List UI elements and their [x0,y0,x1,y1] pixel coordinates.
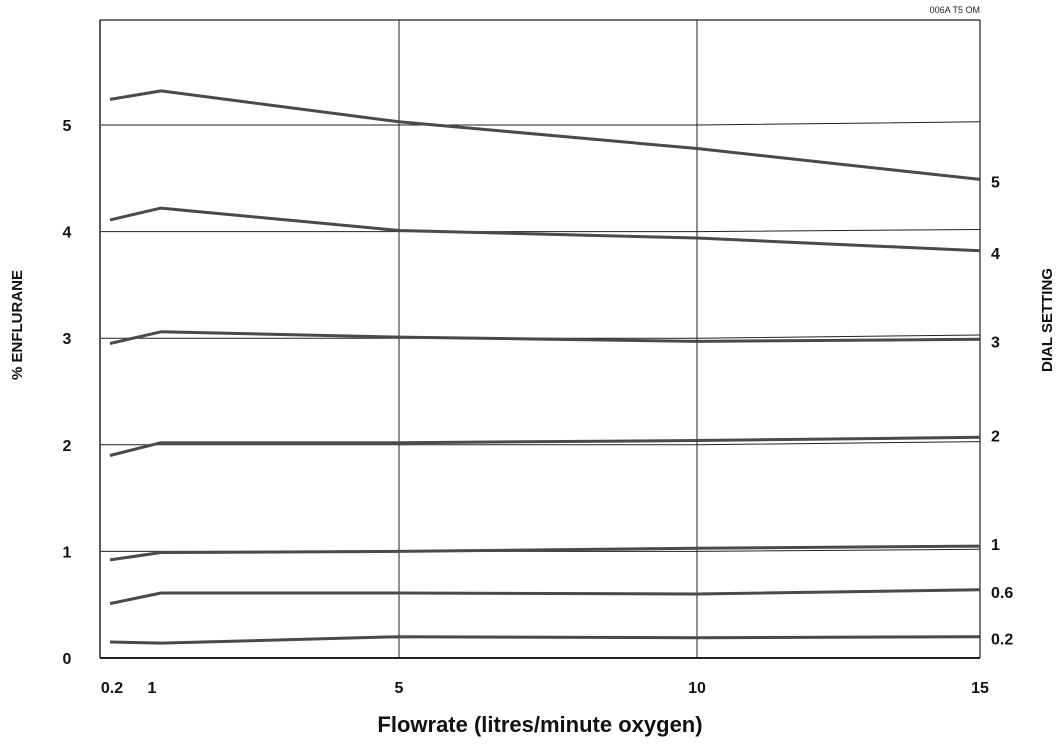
dial-setting-label: 2 [991,428,1000,445]
dial-setting-label: 3 [991,334,1000,351]
dial-setting-label: 0.2 [991,632,1013,649]
dial-reference-5 [101,121,981,126]
series-line-2 [109,435,981,457]
dial-reference-3 [101,334,981,339]
series-line-1 [109,544,981,562]
reference-lines [101,121,981,552]
dial-setting-label: 1 [991,537,1000,554]
y-tick-label: 3 [63,331,72,348]
y-tick-label: 2 [63,438,72,455]
dial-setting-label: 0.6 [991,585,1013,602]
y-tick-label: 1 [63,544,72,561]
y-tick-label: 0 [63,651,72,668]
dial-reference-2 [101,441,981,446]
series-line-4 [109,206,981,253]
code-label: 006A T5 OM [930,5,980,15]
dial-reference-4 [101,229,981,233]
x-tick-label: 0.2 [101,680,123,697]
x-tick-label: 5 [395,680,404,697]
series-line-3 [109,330,981,345]
x-tick-label: 15 [971,680,989,697]
x-tick-label: 1 [148,680,157,697]
series-line-0.2 [109,635,981,645]
y-axis-title: % ENFLURANE [9,270,26,380]
axes [99,19,981,659]
y2-axis-title: DIAL SETTING [1039,268,1056,372]
dial-setting-label: 5 [991,174,1000,191]
y-tick-label: 5 [63,118,72,135]
series-line-0.6 [109,588,981,606]
y-tick-label: 4 [63,225,72,242]
x-tick-label: 10 [688,680,706,697]
data-series [109,89,981,645]
x-axis-title: Flowrate (litres/minute oxygen) [377,712,702,737]
dial-setting-label: 4 [991,246,1000,263]
series-line-5 [109,89,981,181]
